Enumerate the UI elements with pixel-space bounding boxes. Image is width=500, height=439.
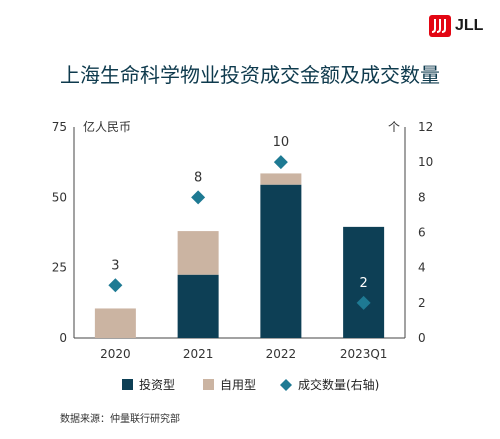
y-axis-label-left: 亿人民币: [83, 119, 131, 134]
data-label: 3: [111, 258, 119, 273]
y-tick-label-right: 4: [418, 261, 426, 275]
legend-deal-count-swatch: [280, 379, 292, 391]
legend-investment-swatch: [122, 379, 133, 390]
diamond-marker: [191, 190, 206, 205]
legend-deal-count-label: 成交数量(右轴): [298, 377, 379, 392]
y-axis-label-right: 个: [388, 120, 400, 134]
x-tick-label: 2023Q1: [340, 347, 388, 361]
x-tick-label: 2021: [183, 347, 214, 361]
bar-owner-occupied: [94, 308, 136, 338]
legend-owner-occupied-label: 自用型: [220, 378, 256, 392]
bar-owner-occupied: [260, 173, 302, 185]
legend-investment-label: 投资型: [139, 377, 175, 392]
data-label: 2: [359, 276, 367, 291]
y-tick-label-right: 10: [418, 155, 433, 169]
y-tick-label-left: 0: [59, 331, 67, 345]
legend-owner-occupied-swatch: [203, 379, 214, 390]
y-tick-label-right: 8: [418, 190, 426, 204]
bar-investment: [343, 226, 385, 338]
bar-investment: [177, 274, 219, 338]
diamond-marker: [273, 155, 288, 170]
brand-logo: JLL: [429, 15, 483, 37]
y-tick-label-right: 6: [418, 226, 426, 240]
y-tick-label-left: 25: [52, 261, 67, 275]
bar-investment: [260, 184, 302, 338]
diamond-marker: [356, 295, 371, 310]
chart-title: 上海生命科学物业投资成交金额及成交数量: [60, 63, 440, 87]
brand-name: JLL: [455, 17, 484, 34]
data-label: 10: [273, 135, 290, 150]
x-tick-label: 2020: [100, 347, 131, 361]
jll-mark-icon: [429, 15, 451, 37]
x-tick-label: 2022: [266, 347, 297, 361]
data-label: 8: [194, 170, 202, 185]
y-tick-label-left: 75: [52, 120, 67, 134]
bar-owner-occupied: [177, 231, 219, 275]
y-tick-label-left: 50: [52, 190, 67, 204]
y-tick-label-right: 2: [418, 296, 426, 310]
y-tick-label-right: 12: [418, 120, 433, 134]
diamond-marker: [108, 278, 123, 293]
source-note: 数据来源：仲量联行研究部: [60, 414, 180, 425]
y-tick-label-right: 0: [418, 331, 426, 345]
